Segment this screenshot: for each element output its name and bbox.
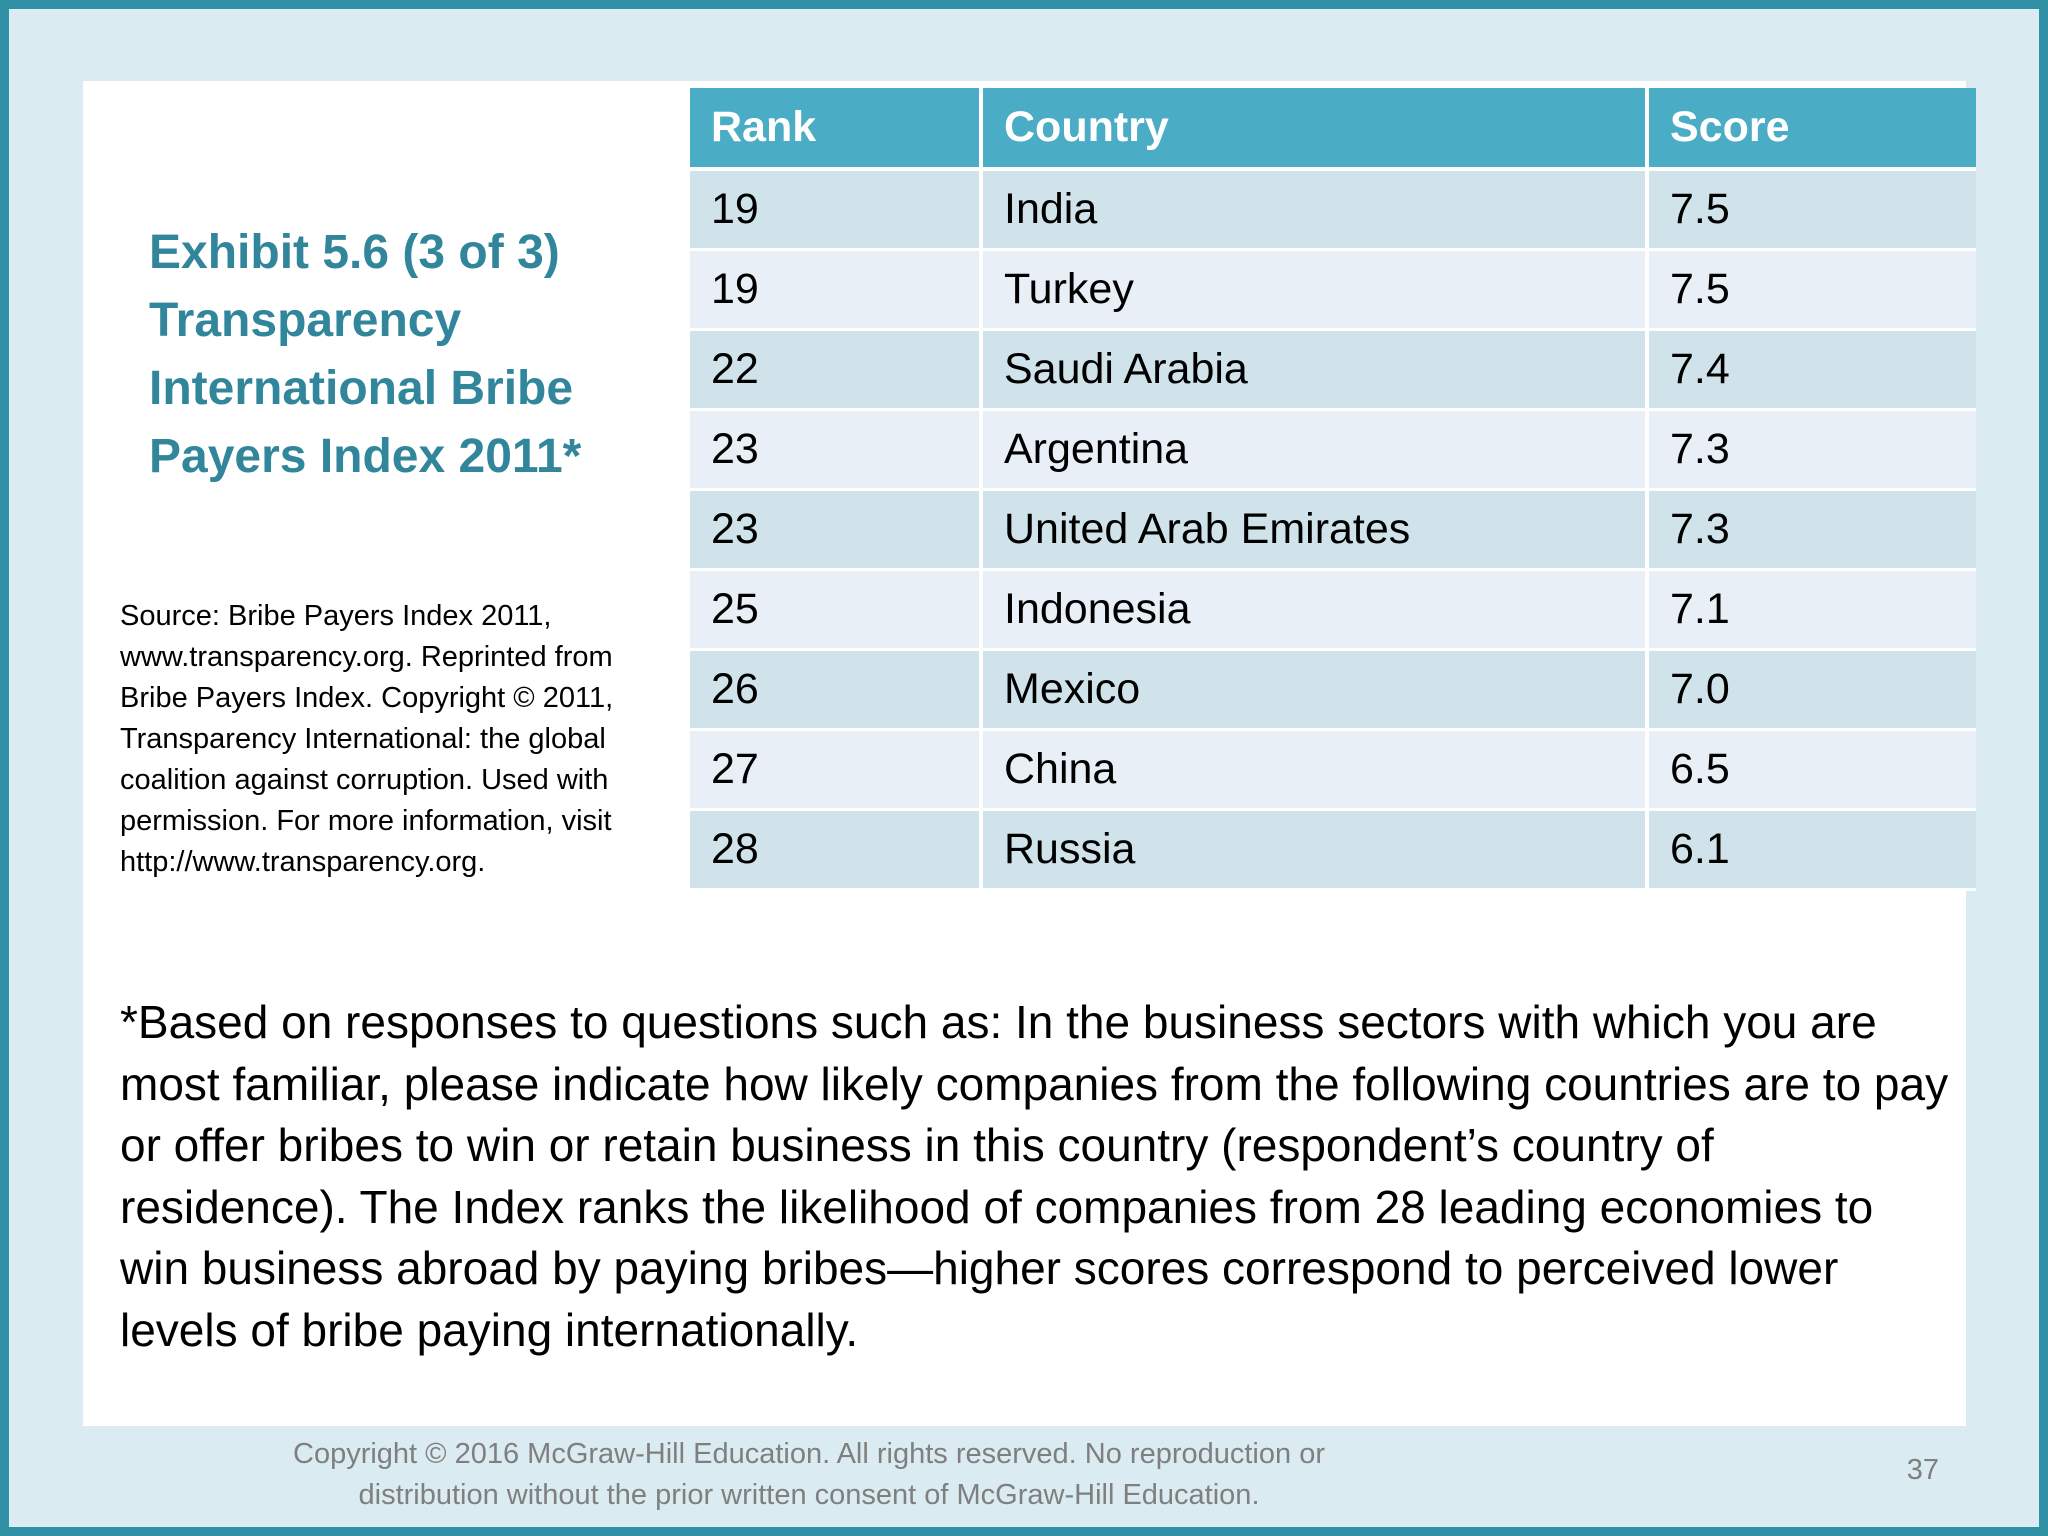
table-row: 19 Turkey 7.5 xyxy=(690,251,1976,331)
copyright-notice: Copyright © 2016 McGraw-Hill Education. … xyxy=(109,1434,1509,1516)
source-note: Source: Bribe Payers Index 2011, www.tra… xyxy=(120,600,614,878)
score-cell: 7.3 xyxy=(1649,411,1976,491)
country-cell: Russia xyxy=(983,811,1649,891)
score-cell: 7.0 xyxy=(1649,651,1976,731)
table-row: 23 United Arab Emirates 7.3 xyxy=(690,491,1976,571)
score-cell: 7.3 xyxy=(1649,491,1976,571)
rank-cell: 27 xyxy=(690,731,983,811)
score-cell: 6.5 xyxy=(1649,731,1976,811)
column-header-score: Score xyxy=(1649,88,1976,171)
score-cell: 6.1 xyxy=(1649,811,1976,891)
rank-cell: 23 xyxy=(690,411,983,491)
rank-cell: 26 xyxy=(690,651,983,731)
data-table: Rank Country Score 19 India 7.5 19 Turke… xyxy=(690,88,1976,891)
country-cell: India xyxy=(983,171,1649,251)
country-cell: Argentina xyxy=(983,411,1649,491)
country-cell: Mexico xyxy=(983,651,1649,731)
table-row: 19 India 7.5 xyxy=(690,171,1976,251)
column-header-rank: Rank xyxy=(690,88,983,171)
table-row: 25 Indonesia 7.1 xyxy=(690,571,1976,651)
rank-cell: 25 xyxy=(690,571,983,651)
score-cell: 7.4 xyxy=(1649,331,1976,411)
score-cell: 7.5 xyxy=(1649,251,1976,331)
rank-cell: 19 xyxy=(690,171,983,251)
table-row: 26 Mexico 7.0 xyxy=(690,651,1976,731)
country-cell: Turkey xyxy=(983,251,1649,331)
title-line: Exhibit 5.6 (3 of 3) xyxy=(149,226,560,279)
country-cell: Indonesia xyxy=(983,571,1649,651)
table-row: 23 Argentina 7.3 xyxy=(690,411,1976,491)
title-line: Transparency xyxy=(149,294,462,347)
column-header-country: Country xyxy=(983,88,1649,171)
country-cell: Saudi Arabia xyxy=(983,331,1649,411)
table-header-row: Rank Country Score xyxy=(690,88,1976,171)
table-row: 27 China 6.5 xyxy=(690,731,1976,811)
country-cell: China xyxy=(983,731,1649,811)
score-cell: 7.5 xyxy=(1649,171,1976,251)
rank-cell: 28 xyxy=(690,811,983,891)
copyright-line: Copyright © 2016 McGraw-Hill Education. … xyxy=(293,1438,1325,1470)
title-line: Payers Index 2011* xyxy=(149,430,582,483)
bribe-index-table: Rank Country Score 19 India 7.5 19 Turke… xyxy=(690,88,1976,891)
page-number: 37 xyxy=(1906,1454,1939,1486)
title-line: International Bribe xyxy=(149,362,574,415)
rank-cell: 23 xyxy=(690,491,983,571)
score-cell: 7.1 xyxy=(1649,571,1976,651)
copyright-line: distribution without the prior written c… xyxy=(358,1479,1260,1511)
rank-cell: 19 xyxy=(690,251,983,331)
footnote: *Based on responses to questions such as… xyxy=(120,996,1949,1356)
rank-cell: 22 xyxy=(690,331,983,411)
exhibit-title: Exhibit 5.6 (3 of 3) Transparency Intern… xyxy=(149,219,669,491)
table-row: 22 Saudi Arabia 7.4 xyxy=(690,331,1976,411)
table-row: 28 Russia 6.1 xyxy=(690,811,1976,891)
country-cell: United Arab Emirates xyxy=(983,491,1649,571)
